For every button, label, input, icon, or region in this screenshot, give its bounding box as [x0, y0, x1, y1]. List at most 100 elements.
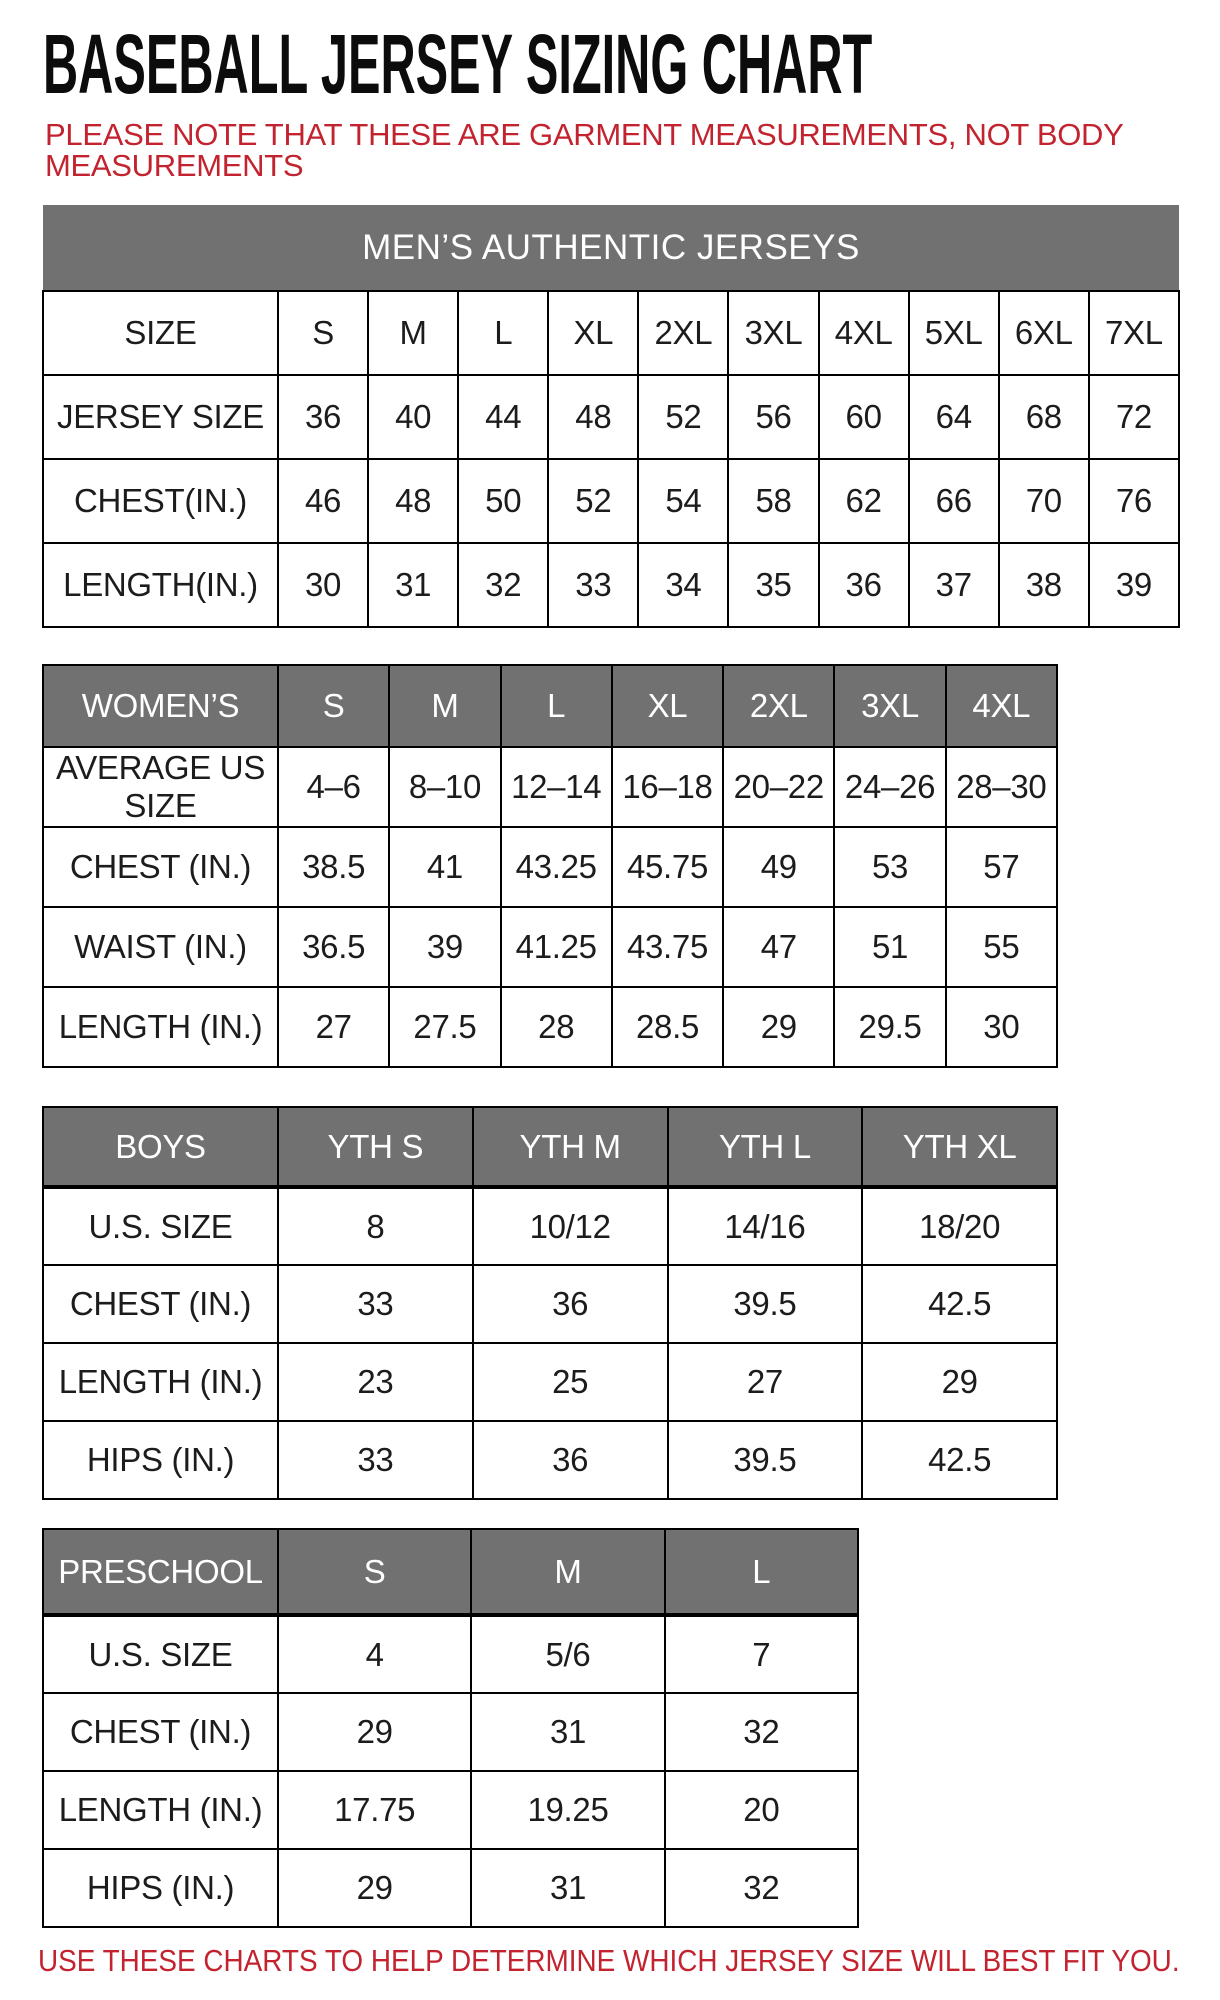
table-cell: 32	[663, 1692, 860, 1772]
header-cell: 2XL	[722, 664, 836, 748]
table-cell: 54	[637, 458, 730, 544]
table-cell: 5/6	[470, 1614, 666, 1694]
table-cell: 48	[367, 458, 460, 544]
table-cell: 44	[457, 374, 550, 460]
page-title-text: BASEBALL JERSEY SIZING CHART	[43, 17, 873, 111]
row-label: WAIST (IN.)	[42, 906, 279, 988]
table-cell: 27.5	[388, 986, 502, 1068]
header-cell: YTH S	[277, 1106, 474, 1189]
preschool-header-row: PRESCHOOL S M L	[42, 1528, 860, 1617]
table-cell: 30	[276, 542, 370, 628]
table-cell: 58	[727, 458, 820, 544]
table-row: LENGTH (IN.) 17.75 19.25 20	[42, 1770, 860, 1850]
table-cell: 8	[277, 1186, 474, 1266]
table-cell: 39.5	[666, 1264, 864, 1344]
header-cell: S	[276, 664, 391, 748]
row-label: AVERAGE US SIZE	[42, 746, 279, 828]
table-cell: 52	[637, 374, 730, 460]
header-cell: WOMEN’S	[42, 664, 279, 748]
table-cell: 28.5	[610, 986, 725, 1068]
table-row: LENGTH (IN.) 27 27.5 28 28.5 29 29.5 30	[42, 986, 1059, 1068]
table-cell: 33	[277, 1264, 474, 1344]
mens-table-title-row: MEN’S AUTHENTIC JERSEYS	[43, 205, 1179, 292]
table-cell: 4XL	[817, 290, 910, 376]
table-cell: 53	[833, 826, 947, 908]
table-cell: 39.5	[666, 1420, 864, 1500]
table-cell: 38	[997, 542, 1090, 628]
table-cell: 47	[722, 906, 836, 988]
table-cell: 7	[663, 1614, 860, 1694]
womens-header-row: WOMEN’S S M L XL 2XL 3XL 4XL	[42, 664, 1059, 748]
table-cell: 29	[861, 1342, 1058, 1422]
table-cell: 36	[817, 542, 910, 628]
table-cell: 40	[367, 374, 460, 460]
mens-authentic-jerseys-table: MEN’S AUTHENTIC JERSEYS SIZE S M L XL 2X…	[42, 205, 1181, 628]
table-cell: 17.75	[276, 1770, 473, 1850]
table-cell: 5XL	[907, 290, 1000, 376]
header-cell: XL	[610, 664, 725, 748]
row-label: U.S. SIZE	[42, 1186, 279, 1266]
row-label: CHEST (IN.)	[42, 826, 279, 908]
row-label: SIZE	[42, 290, 279, 376]
table-cell: 28–30	[944, 746, 1059, 828]
table-cell: 39	[1087, 542, 1181, 628]
table-cell: 62	[817, 458, 910, 544]
header-cell: 4XL	[944, 664, 1059, 748]
table-cell: 19.25	[470, 1770, 666, 1850]
table-row: JERSEY SIZE 36 40 44 48 52 56 60 64 68 7…	[42, 374, 1181, 460]
table-cell: 3XL	[727, 290, 820, 376]
table-row: SIZE S M L XL 2XL 3XL 4XL 5XL 6XL 7XL	[42, 290, 1181, 376]
table-cell: 41.25	[499, 906, 613, 988]
header-cell: YTH L	[666, 1106, 864, 1189]
row-label: JERSEY SIZE	[42, 374, 279, 460]
header-cell: PRESCHOOL	[42, 1528, 279, 1617]
note-line-1: PLEASE NOTE THAT THESE ARE GARMENT MEASU…	[45, 117, 1124, 152]
table-cell: 16–18	[610, 746, 725, 828]
row-label: CHEST (IN.)	[42, 1264, 279, 1344]
row-label: HIPS (IN.)	[42, 1420, 279, 1500]
table-cell: S	[276, 290, 370, 376]
table-cell: 30	[944, 986, 1059, 1068]
table-cell: 43.75	[610, 906, 725, 988]
table-cell: 35	[727, 542, 820, 628]
table-cell: 51	[833, 906, 947, 988]
header-cell: 3XL	[833, 664, 947, 748]
table-cell: 42.5	[861, 1264, 1058, 1344]
boys-table: BOYS YTH S YTH M YTH L YTH XL U.S. SIZE …	[42, 1106, 1058, 1500]
table-cell: 36.5	[276, 906, 391, 988]
table-cell: 18/20	[861, 1186, 1058, 1266]
table-cell: 37	[907, 542, 1000, 628]
table-cell: 56	[727, 374, 820, 460]
table-cell: 36	[471, 1420, 669, 1500]
header-cell: M	[470, 1528, 666, 1617]
table-cell: 64	[907, 374, 1000, 460]
table-cell: 29	[722, 986, 836, 1068]
table-row: AVERAGE US SIZE 4–6 8–10 12–14 16–18 20–…	[42, 746, 1059, 828]
table-cell: 39	[388, 906, 502, 988]
header-cell: YTH XL	[861, 1106, 1058, 1189]
table-cell: 31	[470, 1692, 666, 1772]
table-cell: 29	[276, 1848, 473, 1928]
table-cell: 50	[457, 458, 550, 544]
table-cell: 28	[499, 986, 613, 1068]
table-row: HIPS (IN.) 33 36 39.5 42.5	[42, 1420, 1058, 1500]
table-row: U.S. SIZE 8 10/12 14/16 18/20	[42, 1186, 1058, 1266]
table-cell: 20–22	[722, 746, 836, 828]
table-cell: 68	[997, 374, 1090, 460]
table-cell: 6XL	[997, 290, 1090, 376]
table-cell: 20	[663, 1770, 860, 1850]
table-row: WAIST (IN.) 36.5 39 41.25 43.75 47 51 55	[42, 906, 1059, 988]
table-row: CHEST (IN.) 33 36 39.5 42.5	[42, 1264, 1058, 1344]
page-title: BASEBALL JERSEY SIZING CHART	[43, 17, 1220, 111]
table-cell: 23	[277, 1342, 474, 1422]
header-cell: L	[499, 664, 613, 748]
table-cell: 32	[457, 542, 550, 628]
table-cell: 38.5	[276, 826, 391, 908]
row-label: LENGTH (IN.)	[42, 986, 279, 1068]
table-cell: 25	[471, 1342, 669, 1422]
table-cell: 34	[637, 542, 730, 628]
table-cell: 24–26	[833, 746, 947, 828]
table-cell: 41	[388, 826, 502, 908]
table-cell: 27	[276, 986, 391, 1068]
boys-header-row: BOYS YTH S YTH M YTH L YTH XL	[42, 1106, 1058, 1189]
